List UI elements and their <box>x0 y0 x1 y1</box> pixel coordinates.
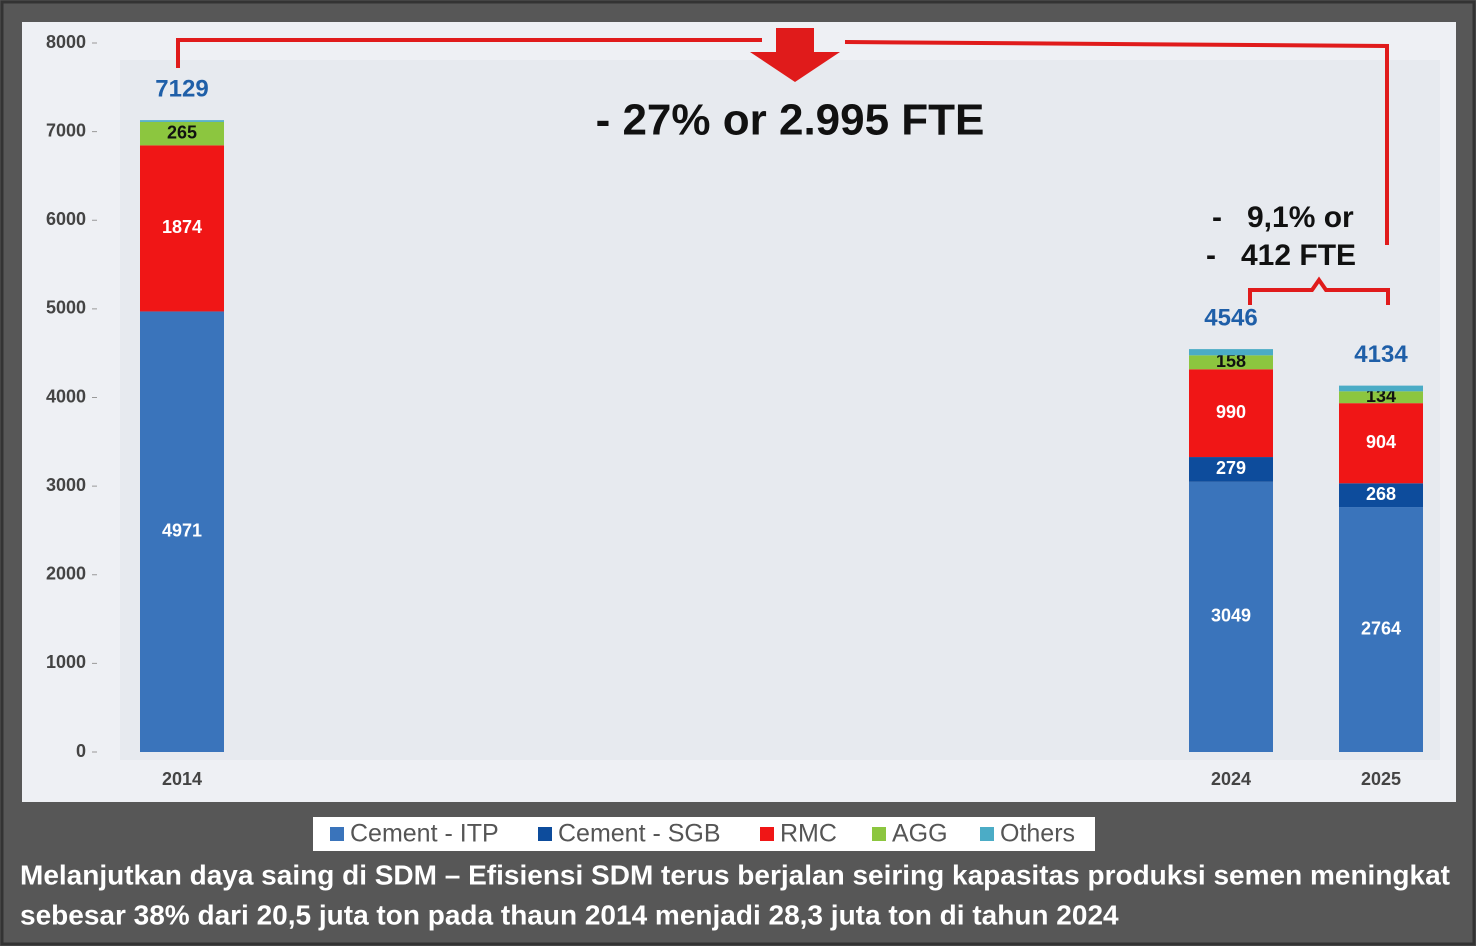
y-tick-label: 8000 <box>46 32 86 52</box>
legend-swatch <box>760 827 774 841</box>
x-tick-label: 2014 <box>162 769 202 789</box>
bar-segment <box>140 120 224 122</box>
total-label: 7129 <box>155 76 208 103</box>
legend-swatch <box>872 827 886 841</box>
annotation: - 412 FTE <box>1206 239 1356 272</box>
total-label: 4546 <box>1204 304 1257 331</box>
page: {"chart_data": {"type": "stacked_bar", "… <box>0 0 1476 946</box>
x-tick-label: 2025 <box>1361 769 1401 789</box>
y-tick-label: 5000 <box>46 298 86 318</box>
chart: - 27% or 2.995 FTE - 9,1% or - 412 FTE M… <box>0 0 1476 946</box>
data-label: 2764 <box>1361 618 1401 638</box>
y-tick-label: 7000 <box>46 120 86 140</box>
bar-segment <box>1339 386 1423 392</box>
data-label: 279 <box>1216 458 1246 478</box>
data-label: 265 <box>167 122 197 142</box>
data-label: 4971 <box>162 520 202 540</box>
y-tick-label: 1000 <box>46 652 86 672</box>
y-tick-label: 3000 <box>46 475 86 495</box>
bar-segment <box>1189 349 1273 355</box>
y-tick-label: 6000 <box>46 209 86 229</box>
legend-label: Cement - ITP <box>350 820 499 848</box>
caption: sebesar 38% dari 20,5 juta ton pada thau… <box>20 899 1119 930</box>
x-tick-label: 2024 <box>1211 769 1251 789</box>
legend-swatch <box>538 827 552 841</box>
legend-swatch <box>980 827 994 841</box>
annotation: - 27% or 2.995 FTE <box>596 96 985 145</box>
data-label: 990 <box>1216 402 1246 422</box>
legend-label: Others <box>1000 820 1075 848</box>
total-label: 4134 <box>1354 341 1408 368</box>
caption: Melanjutkan daya saing di SDM – Efisiens… <box>20 859 1450 890</box>
legend-swatch <box>330 827 344 841</box>
legend-label: Cement - SGB <box>558 820 721 848</box>
y-tick-label: 0 <box>76 741 86 761</box>
y-tick-label: 2000 <box>46 564 86 584</box>
data-label: 1874 <box>162 217 202 237</box>
legend-label: AGG <box>892 820 948 848</box>
data-label: 268 <box>1366 484 1396 504</box>
y-tick-label: 4000 <box>46 386 86 406</box>
data-label: 3049 <box>1211 606 1251 626</box>
data-label: 904 <box>1366 432 1396 452</box>
legend-label: RMC <box>780 820 837 848</box>
annotation: - 9,1% or <box>1212 201 1354 234</box>
